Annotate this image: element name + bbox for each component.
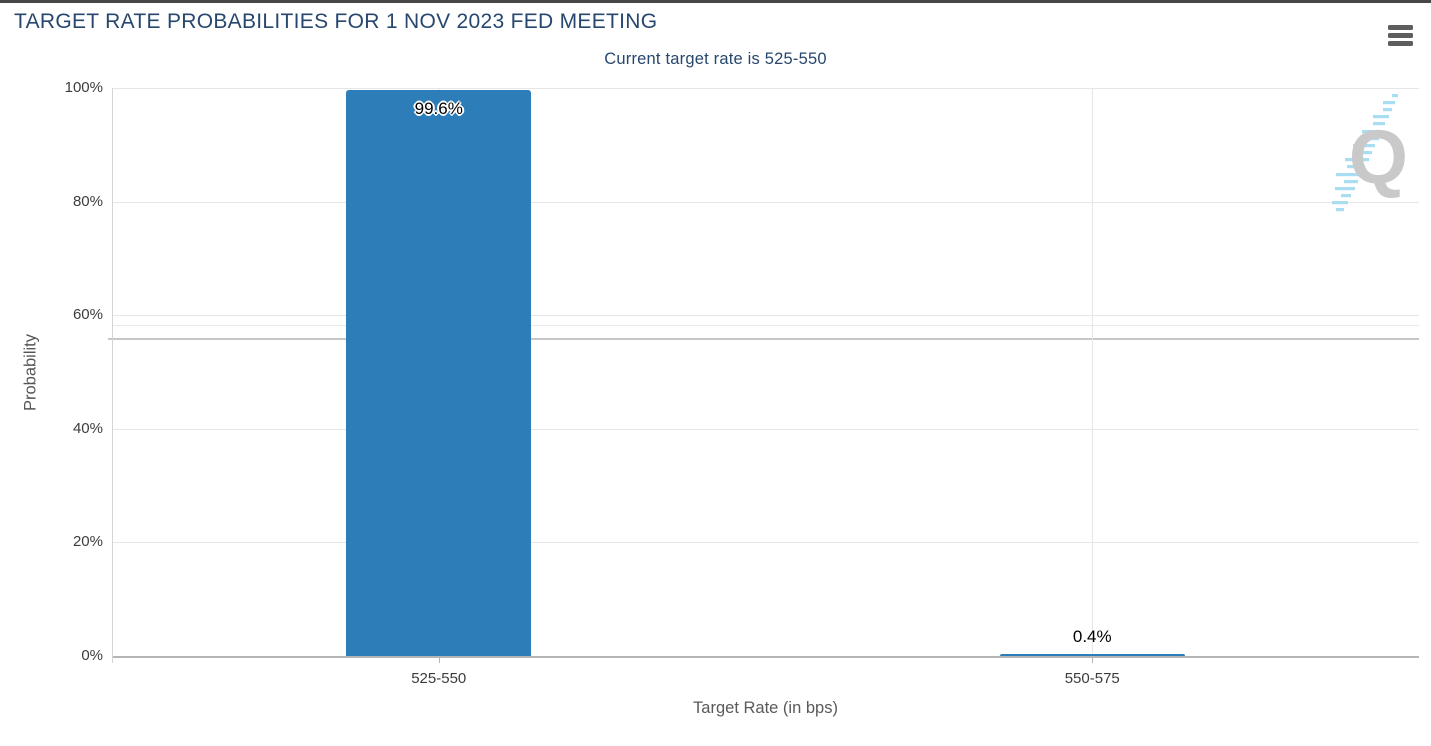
- horizontal-rule: [112, 325, 1419, 326]
- bar-550-575[interactable]: [999, 653, 1185, 657]
- x-gridline: [1092, 88, 1094, 656]
- x-category-label: 550-575: [1064, 670, 1120, 687]
- chart-title: TARGET RATE PROBABILITIES FOR 1 NOV 2023…: [14, 10, 658, 33]
- y-gridline: [112, 428, 1419, 430]
- y-tick-label: 0%: [81, 647, 103, 664]
- hamburger-bar: [1388, 33, 1413, 38]
- bar-value-label: 99.6%: [414, 99, 463, 119]
- bar-value-label: 0.4%: [1072, 626, 1112, 646]
- y-gridline: [112, 542, 1419, 544]
- hamburger-bar: [1388, 41, 1413, 46]
- horizontal-rule: [108, 338, 1419, 340]
- quikstrike-watermark-icon: Q: [1322, 90, 1414, 216]
- bar-525-550[interactable]: [346, 90, 532, 656]
- y-tick-label: 80%: [72, 192, 103, 210]
- y-gridline: [112, 201, 1419, 203]
- chart-subtitle: Current target rate is 525-550: [604, 50, 827, 68]
- x-axis-line: [112, 656, 1419, 658]
- y-axis-line: [112, 88, 113, 663]
- y-tick-label: 20%: [72, 533, 103, 551]
- y-tick-label: 60%: [72, 306, 103, 324]
- hamburger-menu-icon[interactable]: [1388, 25, 1413, 49]
- y-gridline: [112, 315, 1419, 317]
- y-gridline: [112, 88, 1419, 89]
- top-border: [0, 0, 1431, 3]
- x-tick-mark: [438, 656, 440, 663]
- hamburger-bar: [1388, 25, 1413, 30]
- x-category-label: 525-550: [411, 670, 467, 687]
- y-tick-label: 40%: [72, 419, 103, 437]
- x-tick-mark: [1092, 656, 1094, 663]
- x-axis-title: Target Rate (in bps): [693, 699, 838, 717]
- watermark-q-letter: Q: [1348, 115, 1408, 200]
- plot-area: 99.6% 0.4%: [108, 88, 1419, 658]
- watermark-diagonal-dashes: [1332, 94, 1398, 212]
- y-tick-label: 100%: [64, 79, 103, 96]
